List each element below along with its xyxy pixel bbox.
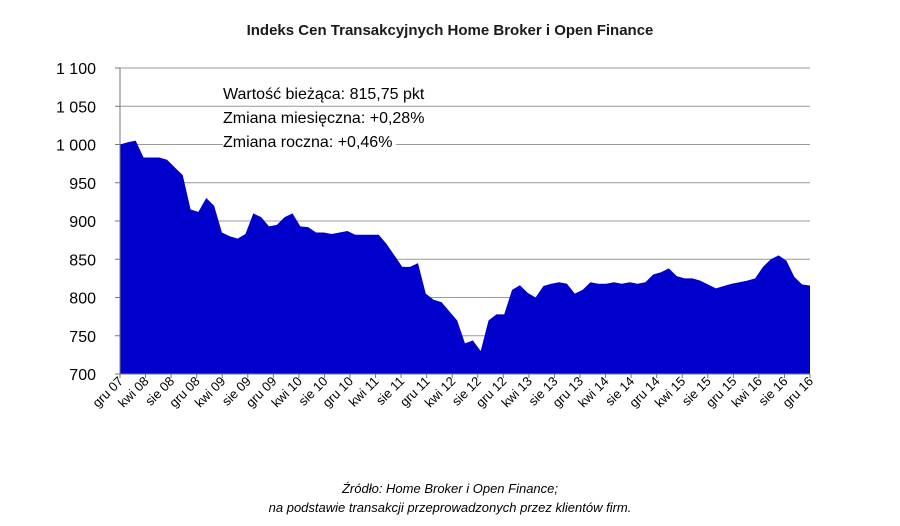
annotation-monthly-change: Zmiana miesięczna: +0,28% [223,110,429,128]
y-tick-label: 1 000 [56,138,96,155]
y-tick-label: 1 050 [56,99,96,116]
area-fill [120,140,810,374]
y-tick-label: 700 [69,367,96,384]
y-tick-label: 800 [69,291,96,308]
y-tick-label: 750 [69,329,96,346]
y-tick-label: 900 [69,214,96,231]
grid-lines [120,67,810,337]
y-tick-label: 1 100 [56,61,96,78]
area-series [120,140,810,374]
y-tick-label: 850 [69,252,96,269]
source-line-1: Źródło: Home Broker i Open Finance; [341,481,559,496]
annotation-yearly-change: Zmiana roczna: +0,46% [223,134,397,152]
y-axis-ticks: 700 750 800 850 900 950 1 000 1 050 1 100 [56,61,120,384]
x-tick-label: kwi 11 [346,374,382,410]
y-tick-label: 950 [69,176,96,193]
source-line-2: na podstawie transakcji przeprowadzonych… [268,500,632,515]
chart-title: Indeks Cen Transakcyjnych Home Broker i … [246,22,654,39]
annotation-current-value: Wartość bieżąca: 815,75 pkt [223,86,429,104]
